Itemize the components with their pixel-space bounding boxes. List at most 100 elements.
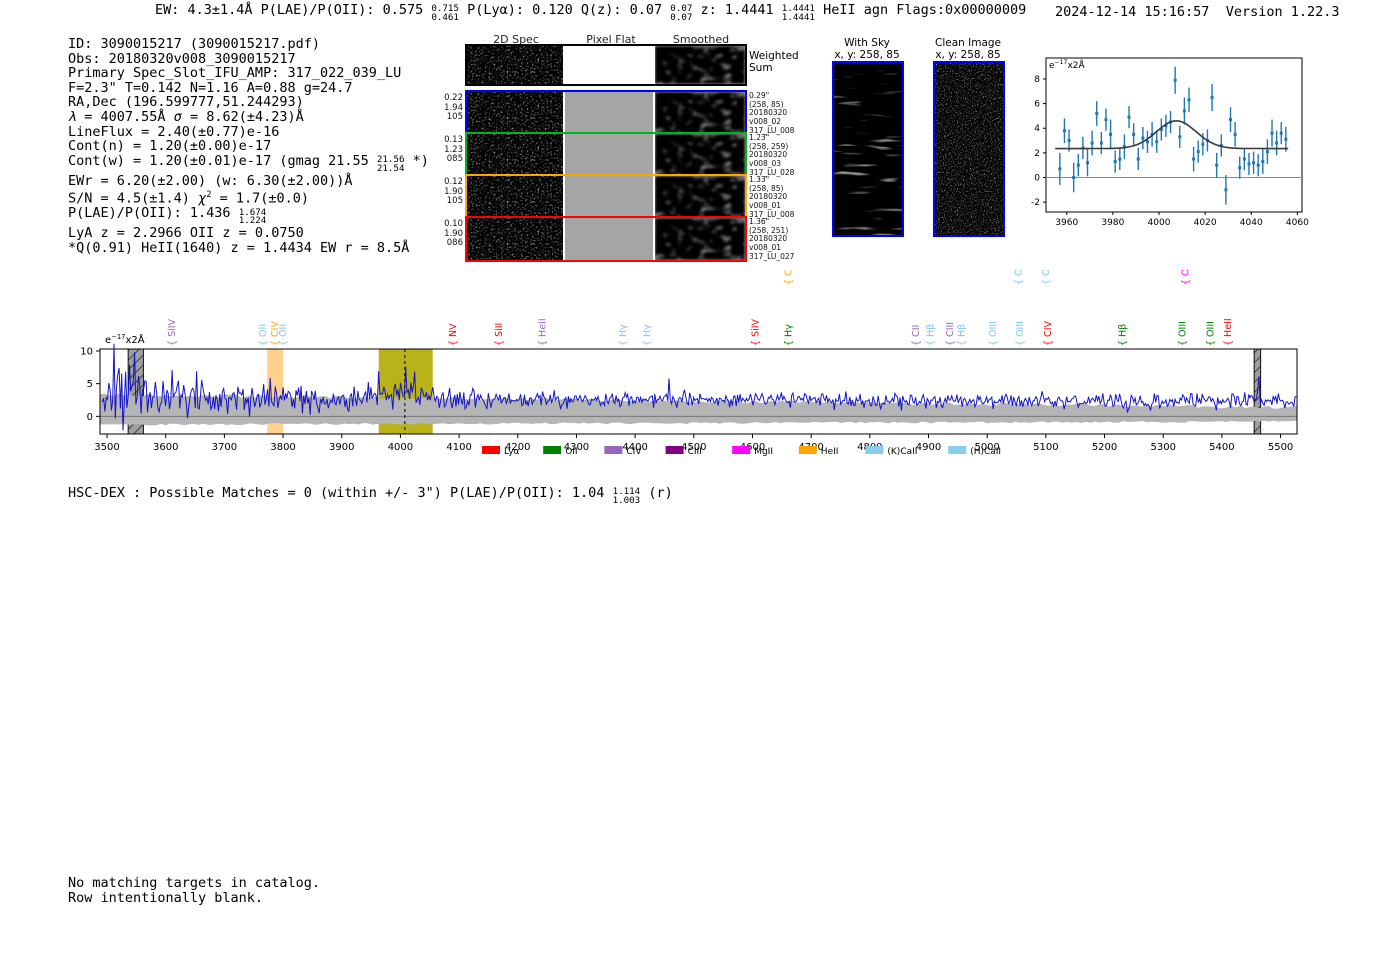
svg-text:3960: 3960: [1055, 218, 1078, 228]
emission-line-label: { OIII: [1013, 270, 1024, 285]
info-line: Cont(n) = 1.20(±0.00)e-17: [68, 138, 272, 155]
report-timestamp: 2024-12-14 15:16:57 Version 1.22.3: [1055, 4, 1340, 20]
emission-line-label: { OIII: [1178, 321, 1189, 346]
svg-text:4000: 4000: [1148, 218, 1171, 228]
info-line: ID: 3090015217 (3090015217.pdf): [68, 36, 320, 52]
svg-text:4300: 4300: [564, 442, 589, 453]
svg-text:5400: 5400: [1209, 442, 1234, 453]
emission-line-label: { OIII: [1041, 270, 1052, 285]
cutout-row-left-stats: 0.12 1.90 105: [444, 177, 463, 207]
svg-text:MgII: MgII: [754, 447, 773, 457]
col-header-smoothed: Smoothed: [672, 33, 730, 46]
svg-text:OII: OII: [565, 447, 577, 457]
info-line: LineFlux = 2.40(±0.77)e-16: [68, 123, 280, 140]
spectrum-line: [101, 343, 1297, 431]
linefit-inset-chart: -2 0 2 4 6 8 3960 3980 4000 4020 4040 4060 e−17x2Å: [1031, 57, 1309, 228]
twod-spec-row: [465, 90, 747, 136]
svg-text:5500: 5500: [1268, 442, 1293, 453]
svg-text:CIII: CIII: [688, 447, 702, 457]
cleanimage-image: [933, 61, 1005, 237]
svg-text:3700: 3700: [212, 442, 237, 453]
svg-text:4000: 4000: [388, 442, 413, 453]
col-header-pixelflat: Pixel Flat: [586, 33, 636, 46]
info-line: P(LAE)/P(OII): 1.436 1.674 1.224: [68, 205, 267, 227]
emission-line-label: { HeII: [537, 318, 548, 346]
info-line: *Q(0.91) HeII(1640) z = 1.4434 EW r = 8.…: [68, 239, 410, 256]
svg-text:10: 10: [80, 346, 93, 357]
svg-text:8: 8: [1034, 75, 1040, 85]
svg-text:3980: 3980: [1101, 218, 1124, 228]
emission-line-label: { OII: [258, 324, 269, 346]
emission-line-label: { Hγ: [783, 324, 794, 346]
info-line: Obs: 20180320v008_3090015217: [68, 50, 296, 67]
info-line: S/N = 4.5(±1.4) χ2 = 1.7(±0.0): [68, 190, 310, 207]
info-line: Primary Spec_Slot_IFU_AMP: 317_022_039_L…: [68, 65, 402, 82]
svg-text:0: 0: [1034, 174, 1040, 184]
emission-line-label: { Hβ: [956, 324, 967, 346]
svg-text:e−17x2Å: e−17x2Å: [105, 333, 145, 346]
svg-text:6: 6: [1034, 100, 1040, 110]
cutout-row-right-label: Weighted Sum: [749, 50, 799, 74]
emission-line-label: { Hβ: [925, 324, 936, 346]
gaussian-fit-curve: [1055, 120, 1289, 150]
svg-text:4040: 4040: [1240, 218, 1263, 228]
cutout-row-right-label: 1.33" (258, 85) 20180320 v008_01 317_LU_008: [749, 175, 795, 219]
info-line: LyA z = 2.2966 OII z = 0.0750: [68, 225, 304, 241]
emission-line-label: { SiII: [494, 323, 505, 346]
info-line: Cont(w) = 1.20(±0.01)e-17 (gmag 21.55 21…: [68, 152, 429, 174]
emission-line-label: { HeII: [1223, 318, 1234, 346]
svg-text:4100: 4100: [446, 442, 471, 453]
cutout-row-right-label: 1.23" (258, 259) 20180320 v008_03 317_LU_028: [749, 133, 795, 177]
svg-text:Lyα: Lyα: [504, 447, 520, 457]
svg-text:4600: 4600: [740, 442, 765, 453]
svg-text:4400: 4400: [622, 442, 647, 453]
cutout-panels: -4-4-2-2002244Fiber PositionsNEarcsecs-4…: [0, 505, 700, 730]
svg-text:3800: 3800: [270, 442, 295, 453]
twod-spec-row: [465, 44, 747, 86]
emission-line-label: { CIV: [1043, 321, 1054, 346]
error-region: [100, 393, 1297, 426]
svg-text:5: 5: [87, 379, 93, 390]
summary-header: EW: 4.3±1.4Å P(LAE)/P(OII): 0.575 0.715 0…: [155, 2, 1027, 24]
withsky-title: With Sky x, y: 258, 85: [834, 37, 900, 61]
cutout-row-left-stats: 0.13 1.23 085: [444, 135, 463, 165]
twod-spec-row: [465, 216, 747, 262]
cutout-row-left-stats: 0.22 1.94 105: [444, 93, 463, 123]
svg-text:5200: 5200: [1092, 442, 1117, 453]
svg-text:CIV: CIV: [626, 447, 642, 457]
svg-text:5000: 5000: [974, 442, 999, 453]
report-version: Version 1.22.3: [1225, 4, 1340, 20]
emission-line-label: { CII: [911, 325, 922, 346]
emission-line-label: { OIII: [1206, 321, 1217, 346]
info-line: F=2.3" T=0.142 N=1.16 A=0.88 g=24.7: [68, 79, 353, 96]
emission-line-label: { OIII: [1015, 321, 1026, 346]
inset-errorbars: [1058, 66, 1288, 205]
full-spectrum-chart: 0 5 10 3500 3600 3700 3800 3900 4000 4100 4200 4300…: [80, 270, 1298, 457]
svg-text:-2: -2: [1031, 198, 1040, 208]
svg-text:4020: 4020: [1194, 218, 1217, 228]
emission-line-label: { CIII: [783, 270, 794, 285]
report-datetime: 2024-12-14 15:16:57: [1055, 4, 1210, 20]
emission-line-label: { NV: [448, 323, 459, 346]
svg-text:5300: 5300: [1150, 442, 1175, 453]
svg-text:(K)CaII: (K)CaII: [887, 447, 917, 457]
col-header-2dspec: 2D Spec: [493, 33, 539, 46]
withsky-image: [832, 61, 904, 237]
svg-text:4200: 4200: [505, 442, 530, 453]
info-line: RA,Dec (196.599777,51.244293): [68, 94, 304, 111]
emission-line-label: { SiIV: [750, 318, 761, 346]
emission-line-label: { OII: [278, 324, 289, 346]
emission-line-label: { Hγ: [642, 324, 653, 346]
info-line: λ = 4007.55Å σ = 8.62(±4.23)Å: [68, 108, 304, 125]
svg-text:4900: 4900: [916, 442, 941, 453]
svg-text:(H)CaII: (H)CaII: [970, 447, 1001, 457]
svg-text:4500: 4500: [681, 442, 706, 453]
svg-text:5100: 5100: [1033, 442, 1058, 453]
emission-line-labels: { SiIV { OII { CIV { OII { NV { SiII { HeII { H…: [167, 270, 1234, 346]
emission-line-label: { Hβ: [1118, 324, 1129, 346]
svg-text:e−17x2Å: e−17x2Å: [1049, 59, 1086, 71]
svg-text:HeII: HeII: [821, 447, 839, 457]
emission-line-label: { OIII: [988, 321, 999, 346]
emission-line-label: { Hγ: [618, 324, 629, 346]
